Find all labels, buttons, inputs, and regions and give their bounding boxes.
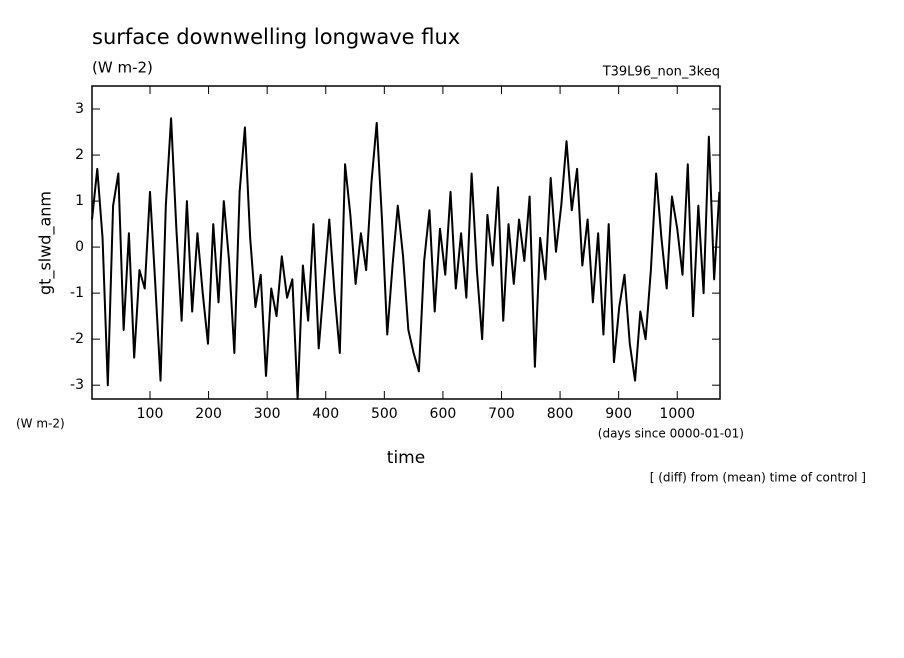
y-tick-label: 2 <box>75 147 84 163</box>
chart-title: surface downwelling longwave flux <box>92 25 460 49</box>
y-axis-label: gt_slwd_anm <box>36 191 56 295</box>
units: (W m-2) <box>92 59 153 77</box>
x-tick-label: 1000 <box>659 406 695 422</box>
y-tick-label: 3 <box>75 101 84 117</box>
x-tick-label: 600 <box>430 406 457 422</box>
note: [ (diff) from (mean) time of control ] <box>650 471 866 485</box>
run-label: T39L96_non_3keq <box>602 65 720 80</box>
x-tick-label: 300 <box>254 406 281 422</box>
y-tick-label: -3 <box>70 377 84 393</box>
x-tick-label: 100 <box>137 406 164 422</box>
data-line <box>91 117 721 400</box>
x-tick-label: 900 <box>605 406 632 422</box>
y-units: (W m-2) <box>16 417 65 431</box>
y-tick-label: 0 <box>75 239 84 255</box>
x-tick-label: 200 <box>195 406 222 422</box>
plot-frame <box>91 85 721 400</box>
y-tick-label: -2 <box>70 331 84 347</box>
x-tick-label: 700 <box>488 406 515 422</box>
x-tick-label: 500 <box>371 406 398 422</box>
y-tick-label: 1 <box>75 193 84 209</box>
x-axis-label: time <box>387 448 425 468</box>
x-units: (days since 0000-01-01) <box>598 427 744 441</box>
x-tick-label: 800 <box>547 406 574 422</box>
y-tick-label: -1 <box>70 285 84 301</box>
x-tick-label: 400 <box>312 406 339 422</box>
